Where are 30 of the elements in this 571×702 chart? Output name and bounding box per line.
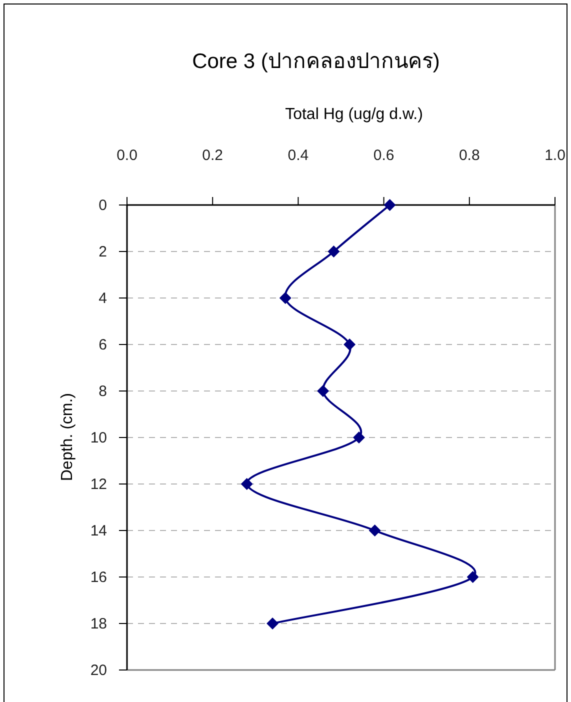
x-tick-label: 0.8: [458, 147, 480, 164]
point: [317, 385, 330, 397]
x-tick-label: 0.6: [373, 147, 394, 164]
y-tick-label: 10: [90, 430, 107, 446]
y-tick-label: 6: [98, 336, 107, 354]
point: [279, 292, 292, 304]
y-tick-label: 14: [90, 522, 107, 540]
y-tick-label: 18: [90, 616, 107, 632]
point: [384, 199, 396, 211]
y-tick-label: 0: [98, 197, 107, 214]
x-tick-label: 0.4: [288, 147, 309, 164]
point: [352, 432, 365, 444]
point: [240, 478, 253, 490]
y-axis-title: Depth. (cm.): [59, 392, 76, 482]
x-axis-title: Total Hg (ug/g d.w.): [285, 106, 423, 123]
point: [466, 571, 479, 583]
point: [328, 246, 340, 258]
y-tick-label: 16: [90, 569, 107, 586]
y-tick-label: 20: [90, 662, 107, 679]
x-tick-label: 0.2: [202, 147, 224, 164]
point: [266, 618, 279, 630]
y-tick-label: 8: [98, 383, 107, 400]
point: [368, 524, 381, 536]
point: [344, 338, 356, 350]
x-tick-label: 0.0: [116, 147, 138, 164]
y-tick-label: 4: [98, 290, 107, 307]
x-tick-label: 1.0: [544, 147, 566, 164]
chart-title: Core 3 (ปากคลองปากนคร): [192, 50, 440, 73]
y-tick-label: 12: [90, 476, 107, 493]
y-tick-label: 2: [98, 244, 107, 260]
